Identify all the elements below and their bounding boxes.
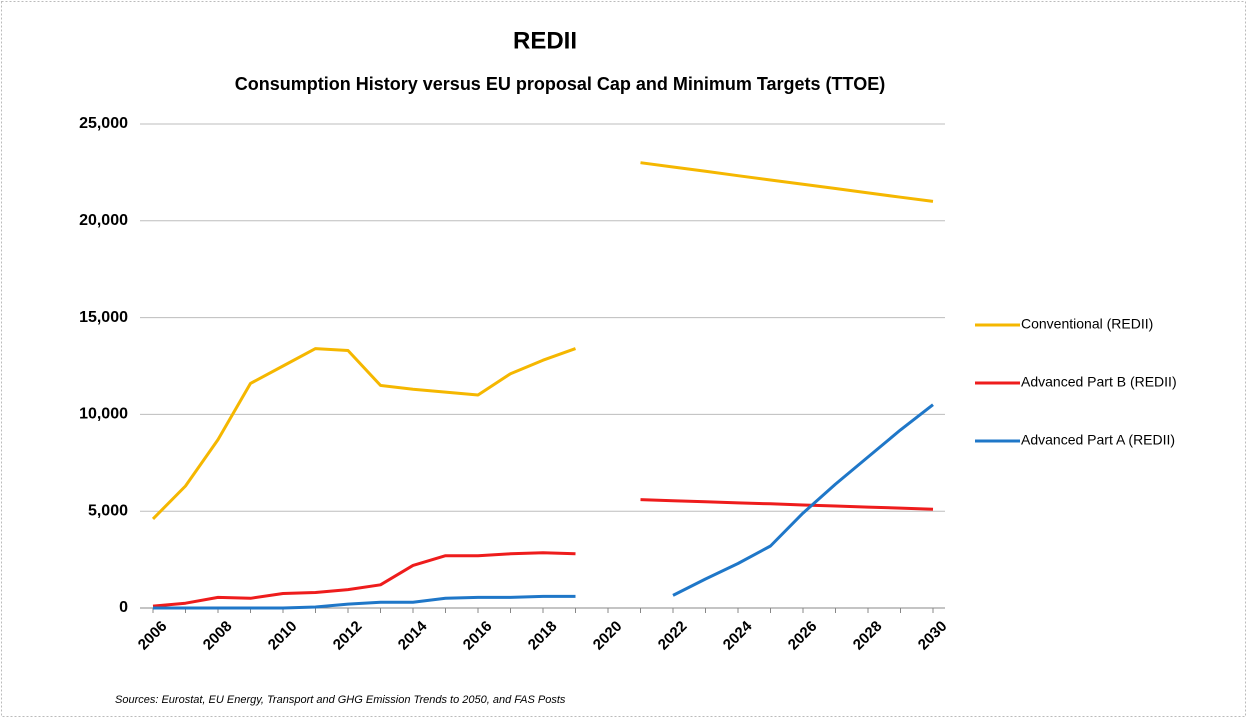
legend-label: Advanced Part A (REDII): [1021, 432, 1175, 448]
series-line: [151, 161, 934, 520]
x-tick-label: 2030: [915, 618, 951, 654]
x-tick-label: 2020: [590, 618, 626, 654]
y-tick-label: 20,000: [79, 212, 128, 229]
x-tick-label: 2024: [720, 617, 756, 653]
x-tick-label: 2026: [785, 618, 821, 654]
series-line: [153, 403, 934, 610]
x-tick-label: 2012: [330, 618, 366, 654]
y-tick-label: 15,000: [79, 309, 128, 326]
series-line: [152, 498, 934, 608]
source-note: Sources: Eurostat, EU Energy, Transport …: [115, 694, 566, 706]
chart-subtitle: Consumption History versus EU proposal C…: [235, 74, 885, 94]
legend-label: Advanced Part B (REDII): [1021, 374, 1177, 390]
legend-label: Conventional (REDII): [1021, 316, 1153, 332]
y-tick-label: 0: [119, 599, 128, 616]
x-tick-label: 2016: [460, 618, 496, 654]
x-tick-label: 2006: [135, 618, 171, 654]
x-tick-label: 2010: [265, 618, 301, 654]
x-tick-label: 2028: [850, 618, 886, 654]
y-tick-label: 5,000: [88, 502, 128, 519]
x-tick-label: 2014: [395, 617, 431, 653]
chart-title: REDII: [513, 27, 577, 54]
x-tick-label: 2022: [655, 618, 691, 654]
x-tick-label: 2018: [525, 618, 561, 654]
y-tick-label: 25,000: [79, 115, 128, 132]
x-tick-label: 2008: [200, 618, 236, 654]
y-tick-label: 10,000: [79, 406, 128, 423]
